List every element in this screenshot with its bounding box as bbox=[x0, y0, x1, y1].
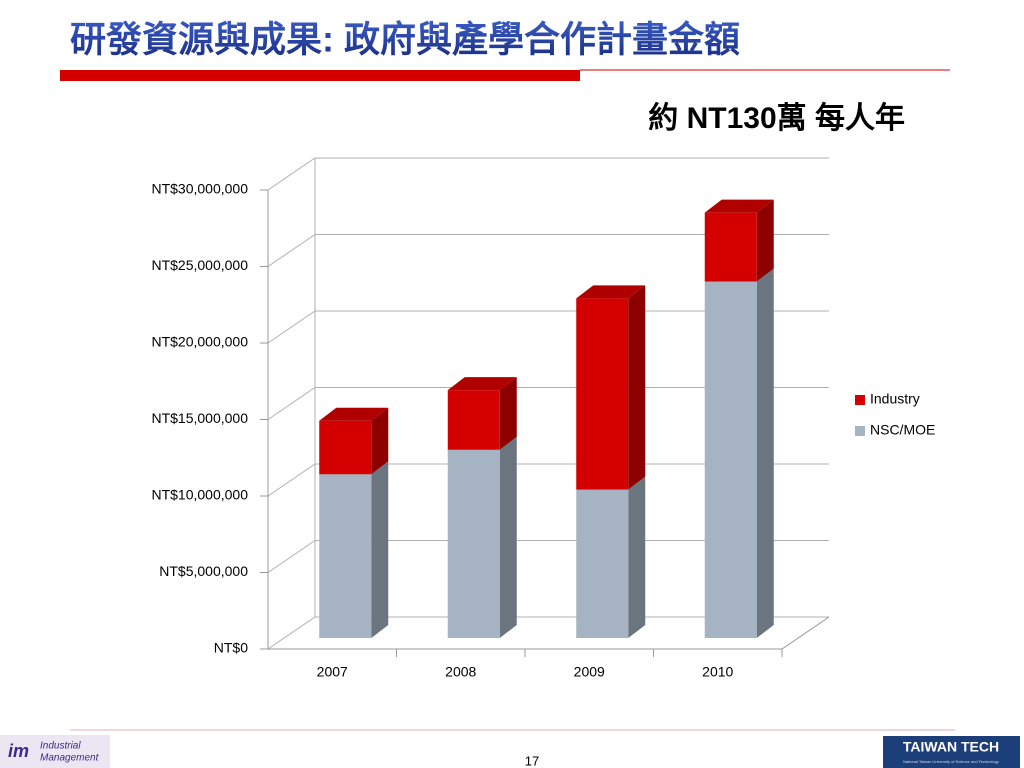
logo-text: Management bbox=[40, 753, 100, 764]
bar-top bbox=[704, 199, 774, 213]
bar-front bbox=[704, 212, 757, 282]
bar-side bbox=[371, 407, 389, 475]
bar-segment bbox=[447, 377, 517, 450]
bar-front bbox=[319, 420, 372, 475]
legend-swatch bbox=[855, 426, 865, 436]
logo-text: TAIWAN TECH bbox=[903, 739, 999, 755]
bar-side bbox=[756, 199, 774, 282]
bar-front bbox=[576, 489, 629, 638]
chart: NT$0 NT$5,000,000 NT$10,000,000 NT$15,000,0… bbox=[151, 157, 935, 680]
slide-note: 約 NT130萬 每人年 bbox=[648, 101, 905, 135]
x-tick-label: 2010 bbox=[702, 664, 733, 680]
y-tick-label: NT$5,000,000 bbox=[159, 563, 248, 579]
x-tick-label: 2009 bbox=[574, 664, 605, 680]
bar-top bbox=[576, 285, 646, 299]
bar-side bbox=[371, 461, 389, 638]
bar-segment bbox=[576, 285, 646, 490]
bar-top bbox=[319, 407, 389, 421]
bar-front bbox=[447, 449, 500, 638]
bar-front bbox=[704, 281, 757, 638]
logo-left bbox=[0, 735, 110, 768]
y-tick-label: NT$25,000,000 bbox=[151, 257, 248, 273]
y-tick-label: NT$10,000,000 bbox=[151, 487, 248, 503]
bar-front bbox=[447, 390, 500, 450]
bar-top bbox=[447, 377, 517, 391]
y-tick-label: NT$15,000,000 bbox=[151, 410, 248, 426]
bar-side bbox=[499, 436, 517, 638]
y-tick-label: NT$0 bbox=[214, 640, 248, 656]
x-tick-label: 2007 bbox=[317, 664, 348, 680]
y-tick-label: NT$30,000,000 bbox=[151, 181, 248, 197]
bar-segment bbox=[576, 476, 646, 638]
bar-side bbox=[756, 268, 774, 638]
bar-segment bbox=[704, 199, 774, 282]
title-bar bbox=[60, 70, 580, 81]
bar-segment bbox=[319, 407, 389, 475]
logo-text: Industrial bbox=[40, 741, 81, 752]
legend-swatch bbox=[855, 395, 865, 405]
bar-front bbox=[576, 298, 629, 490]
bar-segment bbox=[447, 436, 517, 638]
bar-side bbox=[628, 476, 646, 638]
logo-subtext: National Taiwan University of Science an… bbox=[903, 759, 999, 764]
bar-side bbox=[628, 285, 646, 490]
bar-segment bbox=[319, 461, 389, 638]
logo-mark: im bbox=[8, 741, 29, 761]
slide-title: 研發資源與成果: 政府與產學合作計畫金額 bbox=[70, 19, 740, 60]
logo-right bbox=[883, 736, 1020, 768]
bar-side bbox=[499, 377, 517, 450]
bar-front bbox=[319, 474, 372, 638]
legend-label: Industry bbox=[870, 391, 920, 407]
bar-segment bbox=[704, 268, 774, 638]
x-tick-label: 2008 bbox=[445, 664, 476, 680]
y-tick-label: NT$20,000,000 bbox=[151, 334, 248, 350]
legend-label: NSC/MOE bbox=[870, 422, 935, 438]
page-number: 17 bbox=[525, 753, 539, 768]
